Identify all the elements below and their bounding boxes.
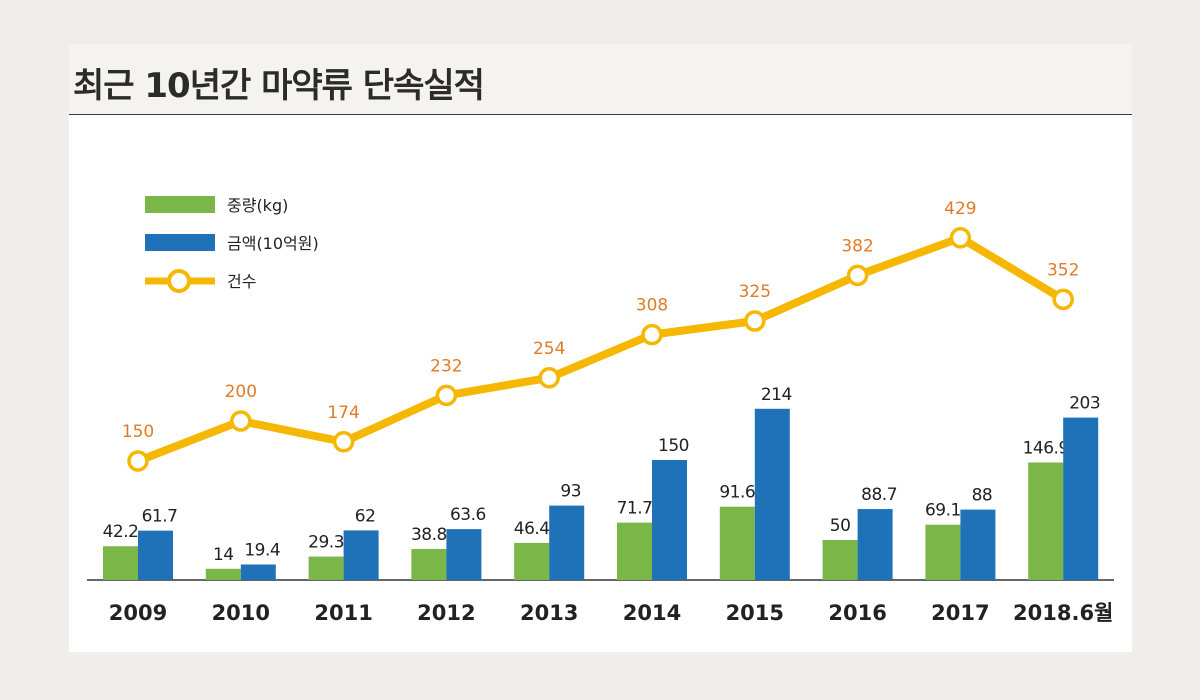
cases-label-2016: 382 [841, 236, 873, 256]
bar-weight-2011 [308, 556, 344, 580]
cases-point-2015 [744, 310, 766, 332]
bar-label-amount-2012: 63.6 [450, 505, 486, 525]
bar-label-weight-2014: 71.7 [617, 499, 653, 519]
cases-point-2011 [332, 431, 355, 453]
bar-weight-2015 [719, 506, 755, 580]
bar-label-weight-2009: 42.2 [103, 522, 139, 542]
bar-amount-2011 [343, 530, 379, 580]
cases-point-2012 [435, 384, 458, 407]
bar-label-weight-2016: 50 [830, 516, 851, 536]
bar-amount-2017 [960, 509, 996, 580]
bar-weight-2018.6월 [1028, 462, 1064, 580]
title-band: 최근 10년간 마약류 단속실적 [69, 44, 1132, 115]
bar-label-weight-2011: 29.3 [308, 533, 344, 553]
x-tick-label-2016: 2016 [828, 601, 886, 625]
bar-amount-2016 [857, 509, 893, 580]
bar-amount-2013 [549, 505, 585, 580]
bar-weight-2013 [514, 542, 550, 580]
bar-label-weight-2010: 14 [213, 545, 234, 565]
cases-point-2013 [538, 367, 560, 389]
bar-amount-2012 [446, 529, 482, 580]
cases-label-2018.6월: 352 [1047, 260, 1079, 280]
legend-swatch-cases-marker [167, 269, 191, 293]
bar-label-amount-2009: 61.7 [142, 507, 178, 527]
bar-label-amount-2016: 88.7 [861, 485, 897, 505]
legend-swatch-amount [145, 234, 215, 251]
cases-point-2014 [641, 323, 663, 346]
bar-weight-2009 [103, 546, 138, 580]
cases-point-2009 [127, 450, 149, 472]
x-tick-label-2013: 2013 [520, 601, 578, 625]
chart-panel: 최근 10년간 마약류 단속실적 중량(kg) 금액(10억원) 건수 42.2 61.… [69, 44, 1132, 652]
bar-label-amount-2011: 62 [355, 506, 376, 526]
bar-weight-2014 [617, 522, 652, 580]
x-tick-label-2009: 2009 [109, 601, 167, 625]
bar-label-weight-2012: 38.8 [411, 525, 447, 545]
cases-point-2010 [230, 410, 252, 432]
cases-label-2017: 429 [944, 199, 976, 219]
x-tick-label-2012: 2012 [417, 601, 475, 625]
bar-label-amount-2014: 150 [658, 436, 689, 456]
bar-weight-2012 [411, 548, 447, 580]
cases-label-2010: 200 [225, 382, 257, 402]
bar-label-amount-2013: 93 [560, 482, 581, 502]
bar-amount-2009 [138, 530, 173, 580]
bar-label-amount-2017: 88 [972, 486, 993, 506]
cases-point-2018.6월 [1052, 288, 1074, 311]
legend-label-amount: 금액(10억원) [227, 234, 319, 253]
bar-label-amount-2010: 19.4 [244, 540, 280, 560]
bar-label-amount-2018.6월: 203 [1069, 394, 1100, 414]
cases-label-2013: 254 [533, 339, 565, 359]
x-tick-label-2015: 2015 [726, 601, 784, 625]
bar-amount-2015 [754, 408, 790, 580]
bar-amount-2010 [240, 564, 276, 580]
legend-swatch-weight [145, 196, 215, 213]
cases-label-2012: 232 [430, 356, 462, 376]
cases-label-2014: 308 [636, 296, 668, 316]
legend-label-weight: 중량(kg) [227, 196, 288, 215]
bar-label-weight-2013: 46.4 [514, 519, 550, 539]
cases-point-2016 [846, 264, 869, 287]
chart-svg: 중량(kg) 금액(10억원) 건수 42.261.7 2009 14 19.4 2010 29… [87, 196, 1114, 625]
bar-label-weight-2017: 69.1 [925, 501, 961, 521]
bar-weight-2010 [205, 568, 241, 580]
bar-label-weight-2015: 91.6 [719, 483, 755, 503]
x-tick-label-2010: 2010 [212, 601, 270, 625]
x-tick-label-2014: 2014 [623, 601, 681, 625]
cases-point-2017 [949, 227, 972, 249]
bar-label-amount-2015: 214 [761, 385, 792, 405]
cases-line [136, 233, 1066, 465]
x-tick-label-2011: 2011 [314, 601, 372, 625]
x-tick-label-2017: 2017 [931, 601, 989, 625]
cases-label-2011: 174 [327, 403, 359, 423]
cases-label-2015: 325 [739, 282, 771, 302]
bar-amount-2018.6월 [1063, 417, 1099, 580]
bar-label-weight-2018.6월: 146.9 [1023, 438, 1069, 458]
cases-label-2009: 150 [122, 422, 154, 442]
x-tick-label-2018.6월: 2018.6월 [1013, 601, 1113, 625]
bar-amount-2014 [652, 460, 687, 580]
bar-weight-2016 [822, 540, 858, 580]
bar-weight-2017 [925, 524, 961, 580]
legend-label-cases: 건수 [227, 272, 256, 291]
chart-title: 최근 10년간 마약류 단속실적 [73, 66, 485, 106]
